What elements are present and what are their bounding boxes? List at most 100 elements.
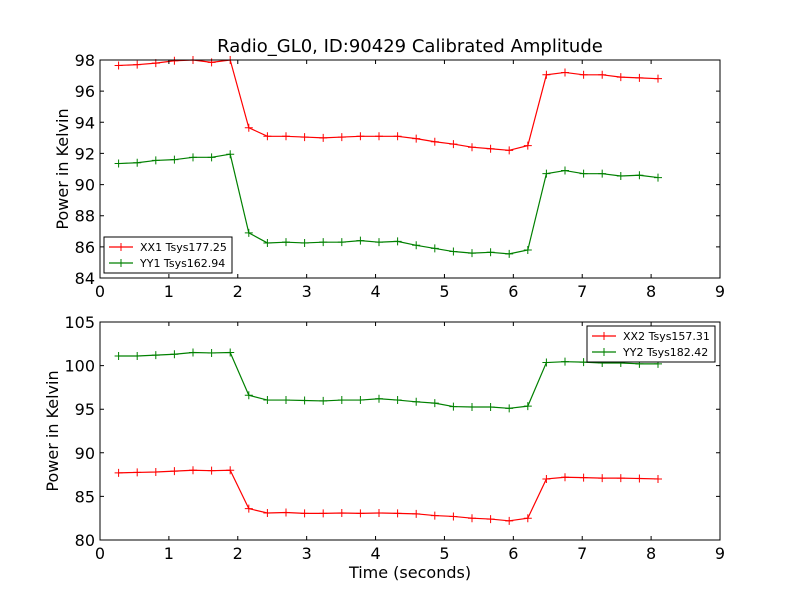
top-y-tick-label: 86 xyxy=(75,238,95,257)
bottom-series-1-point xyxy=(319,509,328,518)
top-x-tick-label: 1 xyxy=(164,282,174,301)
top-series-1-point xyxy=(356,132,365,141)
bottom-series-1-point xyxy=(151,467,160,476)
bottom-series-1-point xyxy=(133,468,142,477)
top-series-2-point xyxy=(412,241,421,250)
bottom-series-1-point xyxy=(654,474,662,483)
bottom-series-1-point xyxy=(579,473,588,482)
bottom-series-2-point xyxy=(468,403,476,412)
top-series-1-point xyxy=(598,70,607,79)
bottom-series-2-point xyxy=(263,396,272,405)
top-series-2-point xyxy=(505,249,514,258)
bottom-plot-frame xyxy=(99,321,721,541)
top-series-2-point xyxy=(151,156,160,165)
top-series-1-point xyxy=(430,137,439,146)
top-series-1-point xyxy=(486,144,495,153)
top-series-1-point xyxy=(635,73,644,82)
bottom-series-1-point xyxy=(523,514,532,523)
bottom-series-2-point xyxy=(542,358,551,367)
bottom-series-1-point xyxy=(114,468,123,477)
top-series-1-point xyxy=(300,133,309,142)
top-series-1-point xyxy=(579,70,588,79)
bottom-x-tick-label: 0 xyxy=(95,544,105,563)
bottom-series-1-point xyxy=(542,474,551,483)
top-series-2-point xyxy=(244,228,253,237)
bottom-series-1-point xyxy=(635,474,644,483)
bottom-x-tick-label: 3 xyxy=(302,544,312,563)
top-series-1-point xyxy=(244,123,253,132)
top-series-1-point xyxy=(616,73,625,82)
bottom-series-2-point xyxy=(486,403,495,412)
bottom-y-tick-label: 95 xyxy=(75,400,95,419)
top-series-1-point xyxy=(654,74,662,83)
bottom-series-1-point xyxy=(393,509,402,518)
top-series-2-point xyxy=(598,169,607,178)
bottom-series-1-point xyxy=(226,466,235,475)
bottom-series-1-point xyxy=(468,514,476,523)
top-series-2-point xyxy=(449,247,458,256)
bottom-series-1-point xyxy=(244,504,253,513)
top-y-axis-label: Power in Kelvin xyxy=(53,108,72,229)
top-series-2-point xyxy=(393,237,402,246)
bottom-y-tick-label: 90 xyxy=(75,444,95,463)
bottom-series-1-point xyxy=(486,515,495,524)
bottom-x-tick-label: 6 xyxy=(508,544,518,563)
bottom-series-2-point xyxy=(133,352,142,361)
top-legend-marker-1 xyxy=(117,243,125,251)
bottom-y-tick-label: 105 xyxy=(64,313,95,332)
bottom-series-2-point xyxy=(114,352,123,361)
top-series-2-point xyxy=(133,158,142,167)
top-series-1-point xyxy=(523,141,532,150)
bottom-series-2-point xyxy=(151,351,160,360)
bottom-series-1-point xyxy=(430,511,439,520)
top-series-2-point xyxy=(375,238,383,247)
bottom-series-1-point xyxy=(337,508,346,517)
top-series-1-point xyxy=(542,70,551,79)
top-series-1-point xyxy=(263,132,272,141)
bottom-legend-marker-2 xyxy=(600,348,608,356)
bottom-series-2-point xyxy=(579,358,588,367)
top-series-2-point xyxy=(226,150,235,159)
top-series-2-point xyxy=(616,172,625,181)
top-x-tick-label: 6 xyxy=(508,282,518,301)
top-series-1-point xyxy=(468,143,476,152)
top-series-2-point xyxy=(561,166,569,175)
top-series-2-point xyxy=(486,248,495,257)
top-y-tick-label: 92 xyxy=(75,144,95,163)
top-y-tick-label: 90 xyxy=(75,176,95,195)
bottom-series-2-point xyxy=(189,348,197,357)
bottom-series-2-point xyxy=(356,396,365,405)
bottom-series-2-point xyxy=(412,397,421,406)
bottom-x-tick-label: 4 xyxy=(370,544,380,563)
top-series-1-line xyxy=(118,59,659,151)
top-series-1-point xyxy=(393,132,402,141)
bottom-x-tick-label: 7 xyxy=(577,544,587,563)
bottom-series-1-point xyxy=(505,516,514,525)
top-y-tick-label: 94 xyxy=(75,113,95,132)
bottom-series-2-point xyxy=(207,348,216,357)
chart-title: Radio_GL0, ID:90429 Calibrated Amplitude xyxy=(217,36,603,57)
bottom-plot: 0 1 2 3 4 5 6 7 8 9 80 85 90 95 100 105 XX2 Tsys157.31 YY… xyxy=(64,313,725,563)
bottom-series-1-line xyxy=(118,469,659,522)
bottom-legend-label-1: XX2 Tsys157.31 xyxy=(623,330,710,343)
bottom-series-1-point xyxy=(170,467,179,476)
bottom-y-tick-label: 80 xyxy=(75,531,95,550)
top-series-2-point xyxy=(430,244,439,253)
top-legend: XX1 Tsys177.25 YY1 Tsys162.94 xyxy=(103,236,233,274)
bottom-legend-label-2: YY2 Tsys182.42 xyxy=(622,346,708,359)
bottom-x-tick-label: 2 xyxy=(233,544,243,563)
top-series-1-point xyxy=(449,140,458,149)
top-series-2-point xyxy=(207,153,216,162)
bottom-series-2-point xyxy=(561,357,569,366)
top-x-tick-label: 8 xyxy=(646,282,656,301)
top-plot-frame xyxy=(99,59,721,279)
top-x-tick-label: 4 xyxy=(370,282,380,301)
top-x-tick-label: 7 xyxy=(577,282,587,301)
top-series-1-point xyxy=(319,133,328,142)
top-series-2-point xyxy=(523,245,532,254)
top-series-2-point xyxy=(356,236,365,245)
top-series-2-point xyxy=(468,249,476,258)
top-x-tick-label: 2 xyxy=(233,282,243,301)
top-series-2-point xyxy=(263,238,272,247)
bottom-series-2-point xyxy=(430,399,439,408)
